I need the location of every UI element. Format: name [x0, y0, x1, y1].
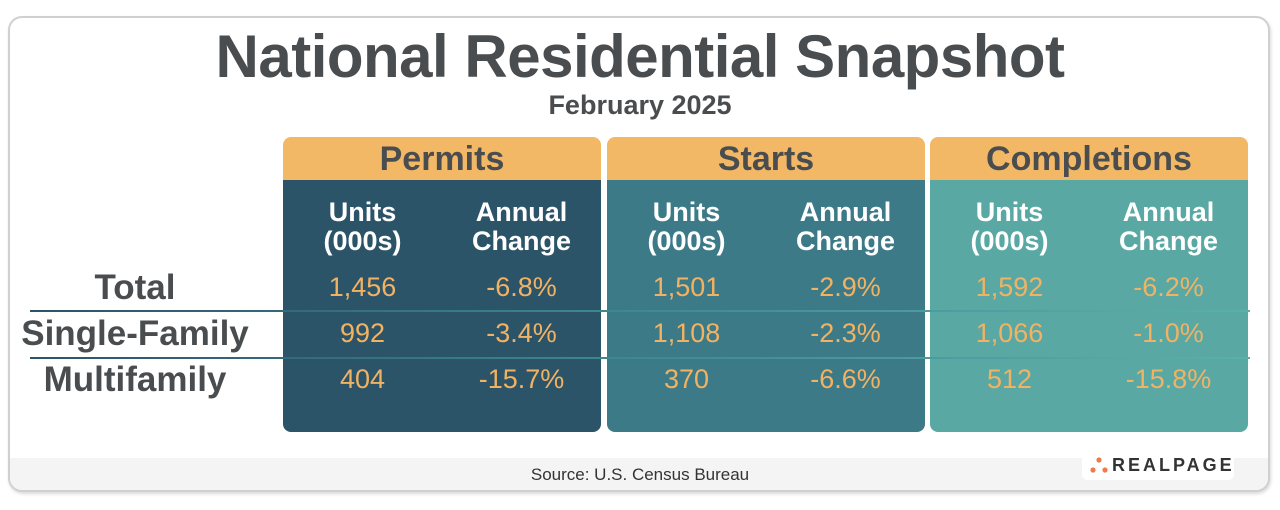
table-cell: 512	[986, 364, 1033, 394]
subheader-change: Annual Change	[1089, 198, 1248, 256]
subheader-line: Units	[652, 197, 721, 227]
group-body: Units (000s) Annual Change	[930, 180, 1248, 432]
column-completions: Completions Units (000s) Annual Change	[930, 137, 1248, 432]
table-cell: 992	[339, 318, 386, 348]
subheader-line: Change	[1118, 226, 1218, 256]
table-cell: 370	[663, 364, 710, 394]
column-starts: Starts Units (000s) Annual Change	[607, 137, 925, 432]
subheader-line: Units	[328, 197, 397, 227]
table-cell: -15.7%	[478, 364, 565, 394]
row-label: Multifamily	[43, 360, 227, 399]
subheader-line: Annual	[475, 197, 568, 227]
subheader-units: Units (000s)	[930, 198, 1089, 256]
row-label: Single-Family	[21, 314, 249, 353]
subheader-line: (000s)	[323, 226, 402, 256]
subheader-line: (000s)	[970, 226, 1049, 256]
group-header: Starts	[607, 137, 925, 181]
table-cell: 1,066	[975, 318, 1044, 348]
table-cell: -1.0%	[1133, 318, 1204, 348]
realpage-logo: REALPAGE	[1082, 451, 1234, 480]
subheader-line: (000s)	[647, 226, 726, 256]
table-cell: 1,456	[328, 272, 397, 302]
table-cell: 1,108	[652, 318, 721, 348]
dots-icon	[1090, 457, 1108, 473]
subheader-line: Change	[795, 226, 895, 256]
table-cell: -6.8%	[486, 272, 557, 302]
group-body: Units (000s) Annual Change	[607, 180, 925, 432]
row-divider	[30, 310, 1250, 312]
page-subtitle: February 2025	[548, 90, 732, 120]
table-cell: -15.8%	[1125, 364, 1212, 394]
subheader-units: Units (000s)	[283, 198, 442, 256]
table-cell: 1,501	[652, 272, 721, 302]
table-cell: -2.9%	[810, 272, 881, 302]
table-cell: -2.3%	[810, 318, 881, 348]
subheader-line: Units	[975, 197, 1044, 227]
table-cell: 1,592	[975, 272, 1044, 302]
table-cell: -6.6%	[810, 364, 881, 394]
subheader-line: Annual	[1122, 197, 1215, 227]
group-header: Permits	[283, 137, 601, 181]
group-body: Units (000s) Annual Change	[283, 180, 601, 432]
subheader-change: Annual Change	[442, 198, 601, 256]
subheader-change: Annual Change	[766, 198, 925, 256]
logo-text: REALPAGE	[1112, 455, 1235, 475]
table-cell: -3.4%	[486, 318, 557, 348]
group-header: Completions	[930, 137, 1248, 181]
subheader-line: Annual	[799, 197, 892, 227]
subheader-units: Units (000s)	[607, 198, 766, 256]
subheader-line: Change	[471, 226, 571, 256]
table-cell: -6.2%	[1133, 272, 1204, 302]
column-permits: Permits Units (000s) Annual Change	[283, 137, 601, 432]
row-label: Total	[94, 268, 176, 307]
table-cell: 404	[339, 364, 386, 394]
source-note: Source: U.S. Census Bureau	[530, 465, 750, 484]
footer-band	[10, 458, 1268, 490]
page-title: National Residential Snapshot	[215, 23, 1065, 90]
row-divider	[30, 357, 1250, 359]
